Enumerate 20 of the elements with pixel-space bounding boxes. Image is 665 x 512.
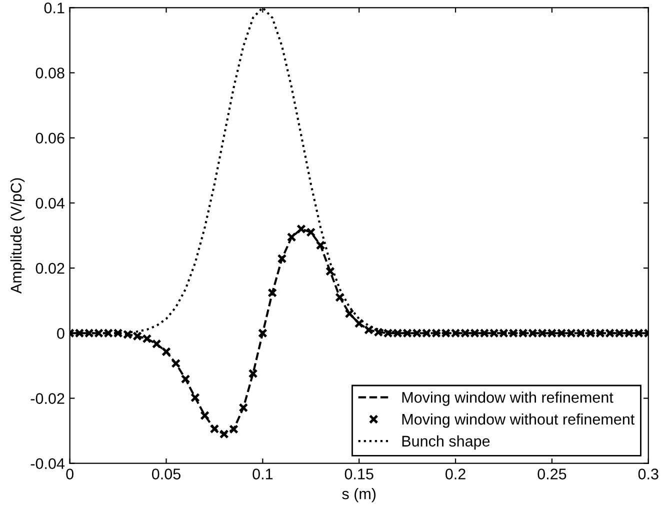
- x-tick-label: 0.25: [538, 468, 566, 480]
- x-tick-label: 0.15: [344, 468, 374, 480]
- y-tick-label: 0.08: [36, 68, 64, 78]
- y-tick-label: -0.02: [30, 393, 64, 404]
- x-tick-label: 0.3: [638, 468, 658, 480]
- x-tick-label: 0: [66, 468, 74, 480]
- x-tick-label: 0.2: [446, 468, 466, 480]
- x-axis-title: s (m): [342, 488, 376, 502]
- y-tick-label: 0.1: [44, 2, 64, 14]
- y-tick-label: 0: [57, 328, 64, 339]
- y-tick-label: 0.02: [36, 262, 64, 274]
- y-axis-title: Amplitude (V/pC): [10, 178, 25, 294]
- legend-label: Moving window without refinement: [402, 413, 635, 428]
- legend-label: Moving window with refinement: [402, 392, 614, 406]
- x-tick-label: 0.05: [152, 468, 180, 480]
- x-tick-label: 0.1: [252, 468, 273, 480]
- y-tick-label: -0.04: [30, 458, 65, 470]
- y-tick-label: 0.04: [36, 198, 65, 209]
- y-tick-label: 0.06: [36, 132, 64, 144]
- legend-label: Bunch shape: [402, 435, 490, 450]
